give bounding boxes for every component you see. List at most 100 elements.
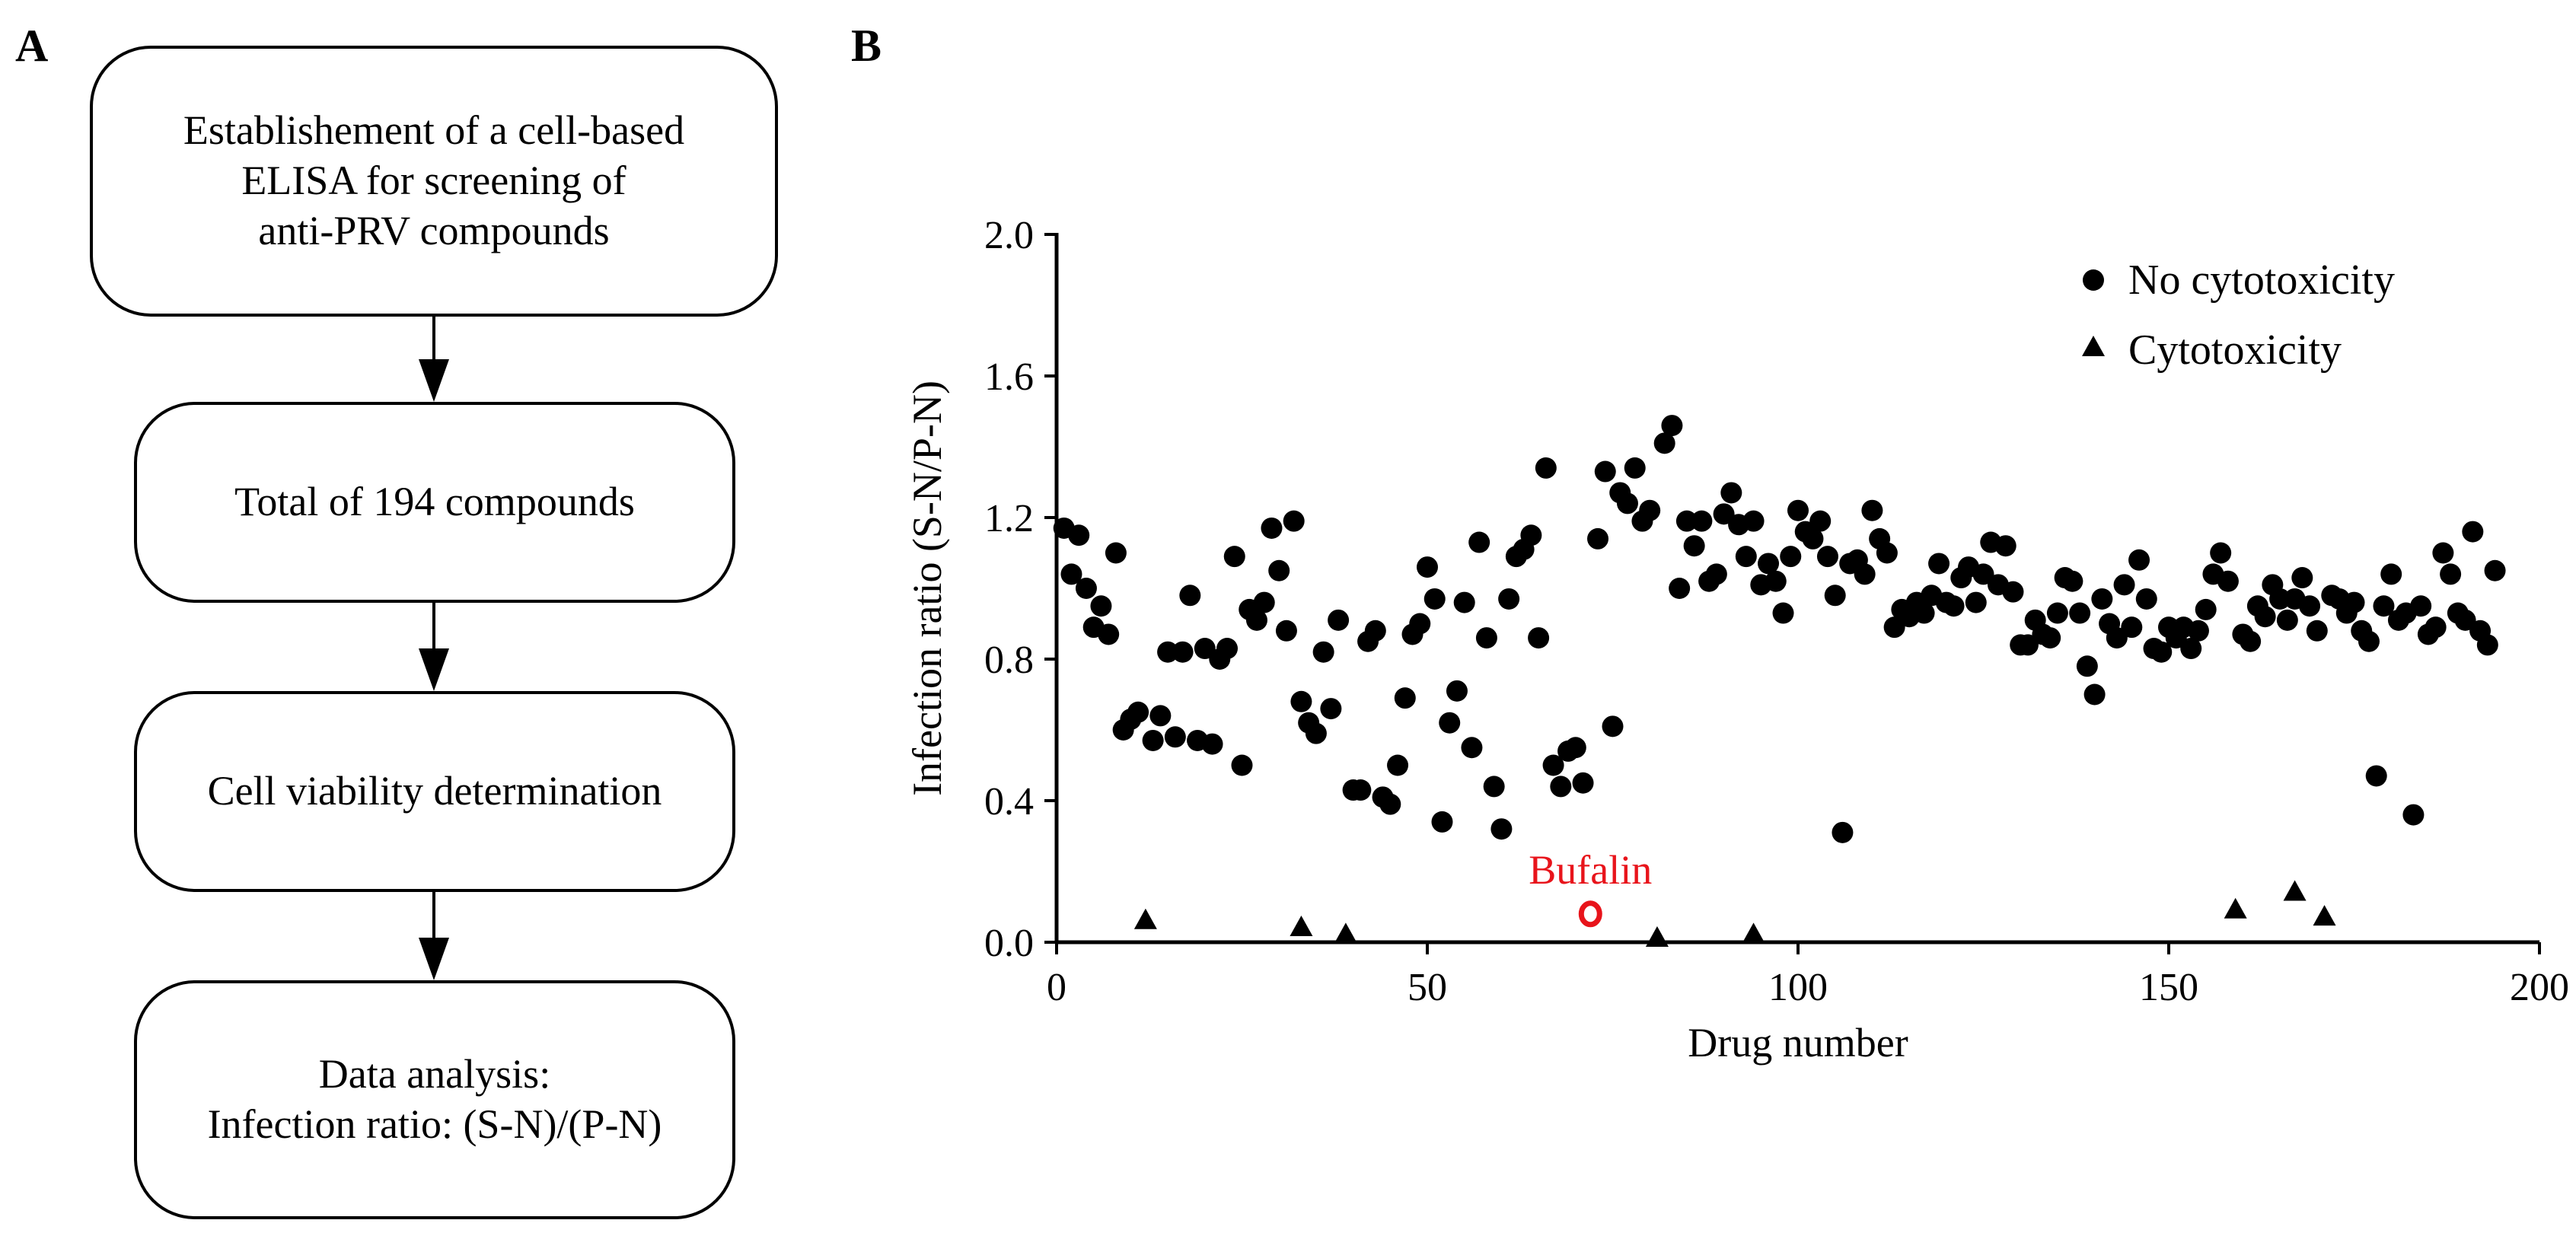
data-point-no-cytotoxicity [1661, 415, 1683, 437]
data-point-no-cytotoxicity [1528, 627, 1550, 649]
x-tick-label: 150 [2139, 966, 2198, 1009]
data-point-no-cytotoxicity [2061, 570, 2083, 592]
data-point-no-cytotoxicity [1758, 553, 1780, 575]
data-point-no-cytotoxicity [2440, 563, 2462, 585]
data-point-no-cytotoxicity [1832, 821, 1854, 843]
data-point-no-cytotoxicity [1883, 616, 1905, 639]
data-point-no-cytotoxicity [1127, 701, 1149, 723]
data-point-no-cytotoxicity [1283, 510, 1305, 532]
data-point-no-cytotoxicity [1305, 722, 1327, 744]
annotations: Bufalin [1529, 847, 1652, 928]
data-point-no-cytotoxicity [2365, 765, 2387, 787]
data-point-no-cytotoxicity [1431, 811, 1453, 833]
data-point-cytotoxicity [1645, 926, 1669, 947]
data-point-no-cytotoxicity [2069, 602, 2091, 624]
y-axis-title: Infection ratio (S-N/P-N) [904, 381, 950, 796]
data-point-no-cytotoxicity [2402, 804, 2425, 826]
data-point-no-cytotoxicity [1928, 553, 1950, 575]
data-point-no-cytotoxicity [1876, 542, 1898, 564]
data-point-no-cytotoxicity [1994, 535, 2016, 557]
data-point-no-cytotoxicity [2240, 630, 2262, 652]
data-point-no-cytotoxicity [1735, 546, 1757, 568]
data-point-no-cytotoxicity [1090, 595, 1112, 617]
data-point-no-cytotoxicity [2121, 616, 2143, 639]
data-point-no-cytotoxicity [1483, 776, 1505, 798]
data-point-no-cytotoxicity [1364, 620, 1386, 642]
data-point-no-cytotoxicity [1683, 535, 1705, 557]
data-point-no-cytotoxicity [2076, 655, 2098, 677]
data-point-no-cytotoxicity [2291, 567, 2313, 589]
data-point-no-cytotoxicity [2299, 595, 2321, 617]
data-point-no-cytotoxicity [1705, 563, 1727, 585]
data-point-no-cytotoxicity [1245, 609, 1267, 631]
data-point-cytotoxicity [1290, 916, 1313, 937]
data-point-no-cytotoxicity [2135, 588, 2157, 610]
data-point-cytotoxicity [1133, 908, 1157, 929]
data-point-no-cytotoxicity [1824, 585, 1846, 607]
data-point-no-cytotoxicity [1572, 772, 1594, 794]
data-point-no-cytotoxicity [1268, 559, 1290, 581]
flow-step-text: Establishement of a cell-based [183, 107, 685, 154]
data-point-cytotoxicity [2224, 897, 2247, 919]
flow-arrow [419, 892, 449, 980]
y-tick-label: 0.0 [984, 922, 1034, 965]
data-point-no-cytotoxicity [1275, 620, 1297, 642]
data-point-no-cytotoxicity [1564, 737, 1586, 759]
data-point-no-cytotoxicity [1453, 591, 1475, 613]
data-point-no-cytotoxicity [2002, 581, 2024, 603]
x-axis-title: Drug number [1688, 1020, 1908, 1066]
flow-step-text: Cell viability determination [207, 768, 662, 814]
x-axis: 0 50 100 150 200 [1047, 940, 2569, 1009]
data-point-no-cytotoxicity [2113, 574, 2135, 596]
data-point-no-cytotoxicity [1965, 591, 1987, 613]
y-tick-label: 0.8 [984, 639, 1034, 682]
data-point-no-cytotoxicity [1223, 546, 1245, 568]
data-point-no-cytotoxicity [2425, 616, 2447, 639]
panel-label-b: B [851, 21, 882, 71]
data-point-no-cytotoxicity [1261, 517, 1283, 539]
data-point-no-cytotoxicity [1157, 641, 1179, 663]
data-point-cytotoxicity [1742, 922, 1765, 944]
data-point-no-cytotoxicity [1164, 726, 1186, 748]
flow-step-text: Data analysis: [318, 1051, 551, 1097]
data-point-no-cytotoxicity [1142, 729, 1164, 751]
y-tick-label: 1.6 [984, 355, 1034, 399]
data-point-no-cytotoxicity [1201, 733, 1223, 755]
data-point-no-cytotoxicity [2091, 588, 2113, 610]
data-point-no-cytotoxicity [2306, 620, 2328, 642]
data-point-no-cytotoxicity [1387, 754, 1409, 776]
flow-step-text: ELISA for screening of [241, 158, 626, 204]
data-point-no-cytotoxicity [1639, 499, 1661, 521]
data-point-no-cytotoxicity [1105, 542, 1127, 564]
data-point-no-cytotoxicity [1691, 510, 1713, 532]
legend-label-no-cytotoxicity: No cytotoxicity [2128, 256, 2395, 304]
data-point-cytotoxicity [1334, 922, 1357, 944]
data-point-no-cytotoxicity [1475, 627, 1497, 649]
data-point-no-cytotoxicity [1068, 524, 1090, 546]
legend-marker-no-cytotoxicity [2083, 269, 2104, 291]
data-points [1053, 415, 2506, 947]
data-point-no-cytotoxicity [1542, 754, 1564, 776]
data-point-no-cytotoxicity [2128, 549, 2150, 571]
flow-step-compound-count: Total of 194 compounds [134, 402, 735, 603]
x-tick-label: 200 [2510, 966, 2569, 1009]
data-point-no-cytotoxicity [1490, 818, 1513, 840]
y-tick-label: 0.4 [984, 780, 1034, 823]
bufalin-label: Bufalin [1529, 847, 1652, 893]
data-point-no-cytotoxicity [1328, 609, 1350, 631]
data-point-no-cytotoxicity [2180, 638, 2202, 660]
flow-step-cell-viability: Cell viability determination [134, 691, 735, 892]
legend-label-cytotoxicity: Cytotoxicity [2128, 327, 2342, 374]
data-point-no-cytotoxicity [2343, 591, 2365, 613]
data-point-no-cytotoxicity [2380, 563, 2402, 585]
data-point-no-cytotoxicity [1653, 432, 1675, 454]
data-point-no-cytotoxicity [1172, 641, 1194, 663]
data-point-no-cytotoxicity [1772, 602, 1794, 624]
data-point-no-cytotoxicity [1290, 690, 1312, 712]
data-point-no-cytotoxicity [1802, 527, 1824, 550]
flow-step-elisa-setup: Establishement of a cell-based ELISA for… [90, 46, 778, 317]
y-axis: 0.0 0.4 0.8 1.2 1.6 2.0 [984, 214, 1059, 965]
data-point-no-cytotoxicity [1194, 638, 1216, 660]
data-point-cytotoxicity [2283, 880, 2307, 901]
flow-step-text: Infection ratio: (S-N)/(P-N) [207, 1101, 662, 1147]
